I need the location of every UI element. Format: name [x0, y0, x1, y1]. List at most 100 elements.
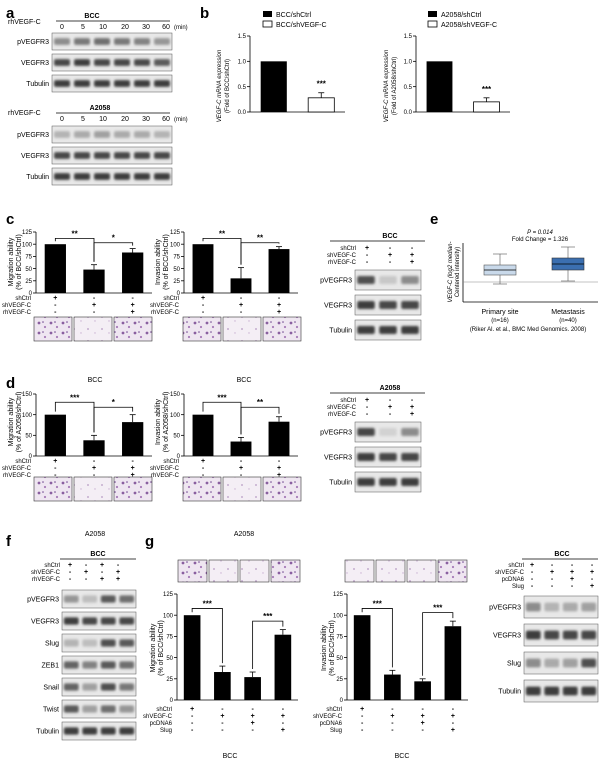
a-timepoint: 0 — [60, 116, 64, 123]
e-group-primary: Primary site — [482, 309, 519, 316]
a-blots-2-band — [54, 173, 70, 180]
g-mig-table-sign: - — [282, 706, 285, 713]
c-blot-sign: - — [389, 259, 392, 266]
c-mig-cell: BCC — [88, 377, 103, 384]
f-sign: - — [85, 562, 88, 569]
a-blots-2-band — [114, 173, 130, 180]
f-blot-membrane — [61, 633, 137, 653]
d-mig-table-sign: - — [93, 472, 96, 479]
f-sign: - — [69, 576, 72, 583]
c-blot-sign: - — [411, 245, 414, 252]
a-timepoint: 10 — [99, 24, 107, 31]
c-mig-table-sign: + — [92, 302, 96, 309]
g-inv-table-sign: + — [421, 713, 425, 720]
d-inv-table-sign: - — [240, 458, 243, 465]
f-sign: - — [117, 562, 120, 569]
panel-c: Migration ability (% of BCC/shCtrl) 0 25 5… — [2, 229, 425, 384]
d-mig-images-image — [113, 476, 153, 502]
a-blots-2-membrane — [51, 167, 173, 186]
g-inv-images-image — [375, 559, 406, 583]
chart-c-mig-ytick-label: 0 — [29, 291, 33, 297]
g-blot-table-label: shVEGF-C — [495, 570, 525, 576]
g-blot-band — [525, 602, 541, 612]
c-blot-table-label: shVEGF-C — [327, 253, 357, 259]
chart-c-inv-sig-bracket — [240, 242, 280, 265]
a-blots-1-band — [114, 59, 130, 66]
a-treat-label-1: rhVEGF-C — [8, 19, 41, 26]
chart-g-inv-sig-mark: *** — [373, 599, 383, 608]
d-blot-band — [357, 453, 375, 461]
g-blot-band — [581, 686, 597, 696]
d-inv-images-image — [222, 476, 262, 502]
d-inv-cell: A2058 — [234, 531, 254, 538]
chart-c-inv-ytick-label: 75 — [173, 255, 180, 261]
g-inv-table-sign: + — [390, 713, 394, 720]
d-blot-sign: - — [389, 411, 392, 418]
c-blot-sign: - — [366, 252, 369, 259]
chart-c-mig-bar — [44, 244, 66, 293]
d-inv-table-row-label: rhVEGF-C — [151, 473, 180, 479]
a-blots-2-membrane — [51, 125, 173, 144]
chart-b1-bar — [260, 61, 287, 112]
a-blots-2-band — [74, 152, 90, 159]
d-inv-ylabel-1: Invasion ability — [155, 399, 162, 445]
f-blot-membrane — [61, 589, 137, 609]
c-mig-table-row-label: shVEGF-C — [2, 303, 32, 309]
chart-c-inv-bar — [192, 244, 214, 293]
c-blot-band — [379, 326, 397, 334]
f-blot-band — [100, 705, 116, 713]
a-blots-1-band — [94, 80, 110, 87]
b2-ylabel-2: (Fold of A2058/shCtrl) — [392, 57, 398, 115]
panel-d: Migration ability (% of A2058/shCtrl) 0 5… — [2, 385, 425, 538]
c-inv-images-image — [182, 316, 222, 342]
f-blot-membrane — [61, 611, 137, 631]
chart-b2-sig-mark: *** — [482, 85, 492, 94]
b1-ylabel-2: (Fold of BCC/shCtrl) — [225, 59, 231, 113]
f-blot-band — [63, 639, 79, 647]
g-blot-sign: + — [590, 583, 594, 590]
f-table-label: shCtrl — [44, 563, 60, 569]
g-mig-images-image — [270, 559, 301, 583]
e-pvalue: P = 0.014 — [527, 230, 553, 236]
panel-label-e: e — [430, 211, 438, 228]
chart-d-inv-sig-mark: ** — [257, 398, 264, 407]
g-mig-table-sign: - — [221, 706, 224, 713]
a-timepoint: 20 — [121, 116, 129, 123]
g-mig-table-sign: + — [251, 713, 255, 720]
b1-legend-swatch-shvegfc — [262, 20, 273, 28]
c-inv-table-sign: - — [202, 302, 205, 309]
d-blot-cell: A2058 — [380, 385, 401, 392]
c-blot-sign: + — [388, 252, 392, 259]
d-mig-table-sign: - — [54, 472, 57, 479]
chart-g-inv-ytick-label: 25 — [336, 677, 343, 683]
c-mig-table-sign: + — [131, 302, 135, 309]
chart-d-inv-ytick-label: 50 — [173, 434, 180, 440]
chart-b1-ytick-label: 0.0 — [238, 110, 247, 116]
d-blot-row-label: Tubulin — [329, 480, 352, 487]
chart-c-inv-sig-mark: ** — [219, 229, 226, 238]
chart-b1-bar — [307, 97, 335, 113]
a-blots-2-band — [134, 152, 150, 159]
a-timepoint: 5 — [81, 116, 85, 123]
c-blot-sign: + — [410, 252, 414, 259]
f-blot-band — [119, 727, 135, 735]
a-treat-label-2: rhVEGF-C — [8, 110, 41, 117]
d-blot-sign: + — [410, 404, 414, 411]
d-mig-table-sign: + — [92, 465, 96, 472]
g-inv-table-sign: - — [391, 706, 394, 713]
g-inv-table-sign: - — [391, 720, 394, 727]
chart-g-mig-ytick-label: 75 — [166, 635, 173, 641]
chart-g-inv-ytick-label: 125 — [333, 592, 344, 598]
a-blots-2-band — [134, 131, 150, 138]
chart-g-mig-sig-mark: *** — [203, 599, 213, 608]
c-mig-ylabel-1: Migration ability — [8, 237, 15, 286]
chart-g-inv-ytick-label: 0 — [340, 698, 344, 704]
f-blot-membrane — [61, 699, 137, 719]
chart-d-mig-bar — [44, 414, 66, 456]
d-inv-table-sign: - — [278, 458, 281, 465]
a-blots-1-band — [74, 80, 90, 87]
e-ylabel-2: Centered intensity) — [455, 247, 461, 297]
a-timepoint: 0 — [60, 24, 64, 31]
a-blots-2-band — [154, 152, 170, 159]
c-inv-table-sign: + — [277, 302, 281, 309]
